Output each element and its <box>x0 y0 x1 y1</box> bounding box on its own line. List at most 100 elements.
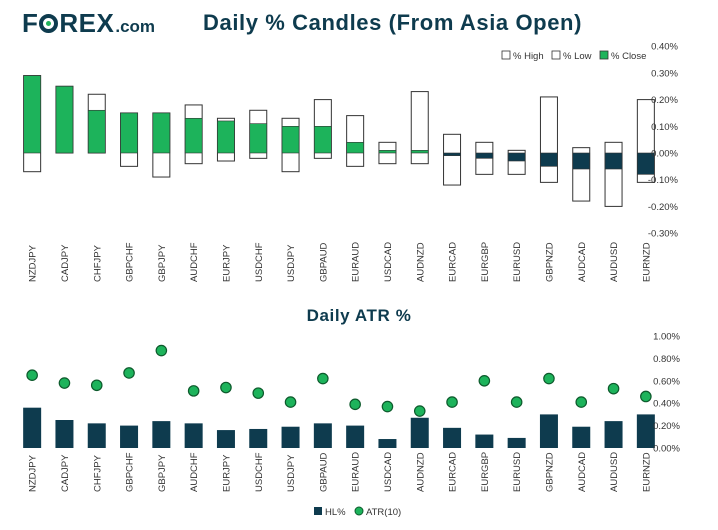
atr-category-label: AUDUSD <box>609 452 620 492</box>
candle-category-label: EURAUD <box>351 242 362 282</box>
atr-category-label: GBPJPY <box>157 454 168 492</box>
atr-point-eurcad <box>446 396 458 408</box>
candle-category-label: NZDJPY <box>28 244 39 282</box>
candle-legend-label: % High <box>513 51 544 62</box>
atr-legend-swatch-bar <box>314 507 322 515</box>
candle-y-tick: 0.20% <box>651 95 678 106</box>
hl-bar-gbpaud <box>313 423 332 448</box>
hl-bar-euraud <box>346 425 365 448</box>
candle-y-tick: 0.30% <box>651 68 678 79</box>
candle-category-label: EURJPY <box>221 244 232 282</box>
candle-category-label: AUDNZD <box>415 242 426 282</box>
hl-bar-eurjpy <box>216 430 235 448</box>
candle-close-usdchf <box>249 123 268 154</box>
candle-category-label: CADJPY <box>60 244 71 282</box>
atr-category-label: EURCAD <box>448 452 459 492</box>
candle-category-label: CHFJPY <box>92 244 103 282</box>
atr-category-label: GBPCHF <box>125 452 136 492</box>
candle-close-audusd <box>604 152 623 170</box>
atr-point-chfjpy <box>90 379 103 392</box>
hl-bar-audcad <box>572 426 591 448</box>
candle-y-tick: -0.30% <box>648 229 679 240</box>
candle-y-tick: 0.10% <box>651 122 678 133</box>
candle-category-label: EURCAD <box>448 242 459 282</box>
atr-point-audchf <box>187 385 200 397</box>
candle-y-tick: 0.00% <box>651 149 678 160</box>
candle-close-usdjpy <box>281 126 300 154</box>
candle-range-euraud <box>346 115 365 167</box>
hl-bar-gbpjpy <box>152 421 171 448</box>
candle-close-cadjpy <box>55 85 74 154</box>
atr-point-eurjpy <box>220 381 232 394</box>
hl-bar-usdjpy <box>281 426 300 448</box>
atr-y-tick: 1.00% <box>653 332 680 343</box>
candle-category-label: AUDCHF <box>189 242 200 282</box>
hl-bar-cadjpy <box>55 420 74 448</box>
atr-point-eurnzd <box>640 390 652 403</box>
candle-legend-swatch <box>551 50 561 60</box>
atr-category-label: USDJPY <box>286 454 297 492</box>
candle-range-gbpnzd <box>539 96 558 183</box>
atr-point-gbpjpy <box>155 344 168 357</box>
hl-bar-eurcad <box>443 427 462 448</box>
candle-close-gbpnzd <box>540 152 558 167</box>
candle-legend-label: % Low <box>563 51 592 62</box>
atr-y-tick: 0.80% <box>653 354 680 365</box>
atr-category-label: GBPAUD <box>318 452 329 492</box>
candle-range-audusd <box>604 141 623 207</box>
atr-category-label: EURNZD <box>641 452 652 492</box>
hl-bar-audchf <box>184 423 203 448</box>
hl-bar-chfjpy <box>87 423 106 448</box>
candle-category-label: GBPJPY <box>157 244 168 282</box>
candle-category-label: EURNZD <box>641 242 652 282</box>
atr-legend-label: ATR(10) <box>366 507 401 518</box>
candle-category-label: EURUSD <box>512 242 523 282</box>
atr-category-label: CADJPY <box>60 454 71 492</box>
candle-close-gbpaud <box>314 126 332 154</box>
logo-ring-icon <box>39 14 59 33</box>
candle-y-tick: -0.10% <box>648 175 679 186</box>
candle-close-eurcad <box>443 152 461 156</box>
hl-bar-audnzd <box>410 417 429 448</box>
atr-point-gbpnzd <box>543 372 555 385</box>
chart-title: Daily % Candles (From Asia Open) <box>203 10 583 35</box>
candle-legend-label: % Close <box>611 51 646 62</box>
atr-category-label: NZDJPY <box>28 454 39 492</box>
forex-logo: F REX.com <box>22 8 156 38</box>
atr-category-label: EURJPY <box>221 454 232 492</box>
atr-point-audnzd <box>413 405 426 417</box>
candle-close-usdcad <box>378 150 397 154</box>
candle-close-chfjpy <box>87 109 106 154</box>
atr-y-tick: 0.40% <box>653 399 680 410</box>
candle-close-audcad <box>572 152 591 170</box>
candle-close-eurgbp <box>475 152 494 159</box>
candle-legend-swatch <box>501 50 511 60</box>
candle-y-tick: -0.20% <box>648 202 679 213</box>
atr-category-label: AUDCHF <box>189 452 200 492</box>
atr-category-label: CHFJPY <box>92 454 103 492</box>
candle-close-euraud <box>346 142 364 154</box>
candle-close-gbpjpy <box>152 112 171 154</box>
candle-category-label: EURGBP <box>480 242 491 282</box>
candle-category-label: GBPCHF <box>125 242 136 282</box>
atr-point-usdcad <box>381 400 394 413</box>
atr-point-audusd <box>607 382 620 395</box>
hl-bar-eurusd <box>507 437 526 448</box>
atr-y-tick: 0.60% <box>653 376 680 387</box>
atr-y-tick: 0.00% <box>653 444 680 455</box>
candle-legend-swatch <box>599 50 609 60</box>
atr-y-tick: 0.20% <box>653 421 680 432</box>
atr-legend-swatch-marker <box>354 506 364 516</box>
candle-close-nzdjpy <box>23 75 41 154</box>
atr-category-label: USDCHF <box>254 452 265 492</box>
atr-category-label: AUDNZD <box>415 452 426 492</box>
atr-point-usdchf <box>252 387 265 399</box>
candle-range-audnzd <box>410 91 429 165</box>
atr-category-label: EURUSD <box>512 452 523 492</box>
atr-point-audcad <box>575 396 588 408</box>
atr-point-eurgbp <box>478 374 491 387</box>
atr-point-gbpchf <box>123 367 135 379</box>
candle-category-label: USDCAD <box>383 242 394 282</box>
atr-point-euraud <box>349 398 361 411</box>
